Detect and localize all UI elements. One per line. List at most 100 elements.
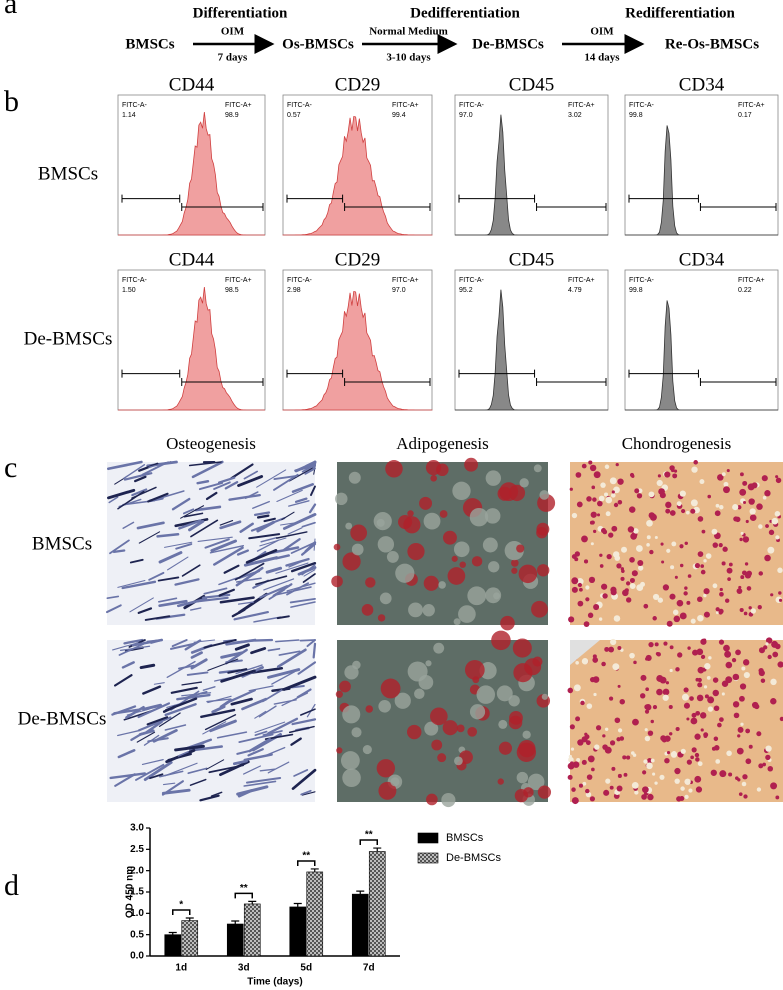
cell-streak	[150, 639, 164, 644]
cell-streak	[117, 749, 136, 759]
chondrocyte	[592, 657, 599, 663]
chondrocyte	[742, 659, 750, 666]
error-bar	[231, 920, 240, 924]
chondrocyte	[680, 748, 686, 754]
cell-streak	[302, 573, 316, 583]
chondrocyte	[593, 471, 601, 479]
cell-streak	[200, 708, 236, 719]
chondrocyte	[585, 788, 590, 794]
chondrocyte	[570, 761, 574, 766]
chondrocyte	[721, 472, 726, 477]
marker-title: CD45	[509, 249, 554, 270]
chondrocyte	[610, 586, 617, 593]
cell-streak	[219, 760, 250, 777]
lipid	[451, 555, 458, 562]
gate-name: FITC-A+	[225, 277, 252, 284]
lipid	[497, 778, 504, 785]
chondrocyte	[719, 505, 724, 510]
cell-streak	[247, 748, 264, 757]
cell-streak	[129, 597, 154, 613]
chondrocyte	[687, 574, 692, 578]
cell-streak	[275, 531, 308, 539]
lipid	[496, 685, 513, 702]
significance: **	[365, 830, 373, 841]
gate	[121, 369, 264, 386]
chondrocyte	[683, 702, 690, 709]
lipid	[522, 730, 531, 739]
gate	[458, 369, 607, 386]
cell-streak	[207, 695, 232, 704]
chondrocyte	[768, 529, 775, 536]
lipid	[426, 793, 438, 806]
chondrocyte	[765, 642, 769, 646]
chondrocyte	[689, 696, 694, 701]
lipid	[336, 747, 343, 754]
marker-title: CD34	[679, 74, 725, 95]
chondrocyte	[691, 747, 697, 753]
gate-value: 99.4	[392, 112, 406, 119]
row-label: BMSCs	[38, 163, 98, 184]
cell-streak	[190, 519, 219, 538]
chondrocyte	[695, 786, 703, 793]
lipid	[484, 508, 501, 524]
step-heading: Dedifferentiation	[410, 5, 520, 21]
chondrocyte	[585, 585, 590, 590]
chondrocyte	[723, 486, 730, 494]
lipid	[362, 744, 372, 755]
chondrocyte	[609, 477, 617, 485]
cell-streak	[158, 597, 178, 603]
cell-streak	[111, 705, 137, 716]
gate-value: 98.9	[225, 112, 239, 119]
chondrocyte	[632, 718, 639, 726]
chondrocyte	[593, 529, 597, 534]
stain-image	[105, 460, 317, 625]
chondrocyte	[567, 687, 574, 694]
gate	[628, 194, 777, 211]
cell-streak	[301, 542, 317, 556]
chondrocyte	[718, 543, 723, 548]
chondrocyte	[621, 569, 625, 573]
condition: Normal Medium	[369, 26, 448, 38]
chondrocyte	[591, 485, 596, 490]
chondrocyte	[749, 508, 756, 515]
chondrocyte	[713, 736, 719, 741]
y-tick-label: 2.0	[130, 865, 144, 876]
marker-title: CD29	[335, 74, 380, 95]
cell-streak	[219, 520, 242, 530]
cell-streak	[202, 686, 216, 691]
chondrocyte	[568, 754, 572, 759]
chondrocyte	[683, 687, 689, 693]
step-heading: Differentiation	[193, 5, 288, 21]
bar	[289, 906, 307, 957]
chondrocyte	[690, 618, 696, 624]
chondrocyte	[703, 685, 708, 689]
chondrocyte	[569, 487, 573, 491]
chondrocyte	[732, 673, 740, 681]
chondrocyte	[767, 654, 772, 660]
chondrocyte	[668, 732, 673, 736]
lipid	[365, 705, 373, 713]
error-bar	[310, 868, 319, 872]
lipid	[467, 586, 487, 606]
cell-streak	[291, 718, 317, 726]
chondrocyte	[688, 788, 693, 793]
cell-streak	[190, 651, 203, 659]
chondrocyte	[744, 572, 752, 579]
cell-streak	[235, 566, 264, 587]
cell-streak	[294, 497, 308, 503]
chondrocyte	[690, 717, 698, 725]
chondrocyte	[694, 775, 702, 783]
cell-streak	[191, 460, 224, 479]
chondrocyte	[719, 587, 723, 592]
gate	[286, 369, 431, 386]
cell-streak	[162, 705, 177, 713]
legend-swatch	[417, 852, 439, 864]
cell-streak	[178, 664, 195, 670]
lipid	[431, 739, 443, 751]
cell-streak	[310, 485, 316, 497]
cell-streak	[174, 744, 205, 752]
chondrocyte	[758, 647, 765, 654]
chondrocyte	[664, 471, 671, 478]
lipid	[365, 577, 376, 588]
plot-frame	[624, 269, 779, 411]
